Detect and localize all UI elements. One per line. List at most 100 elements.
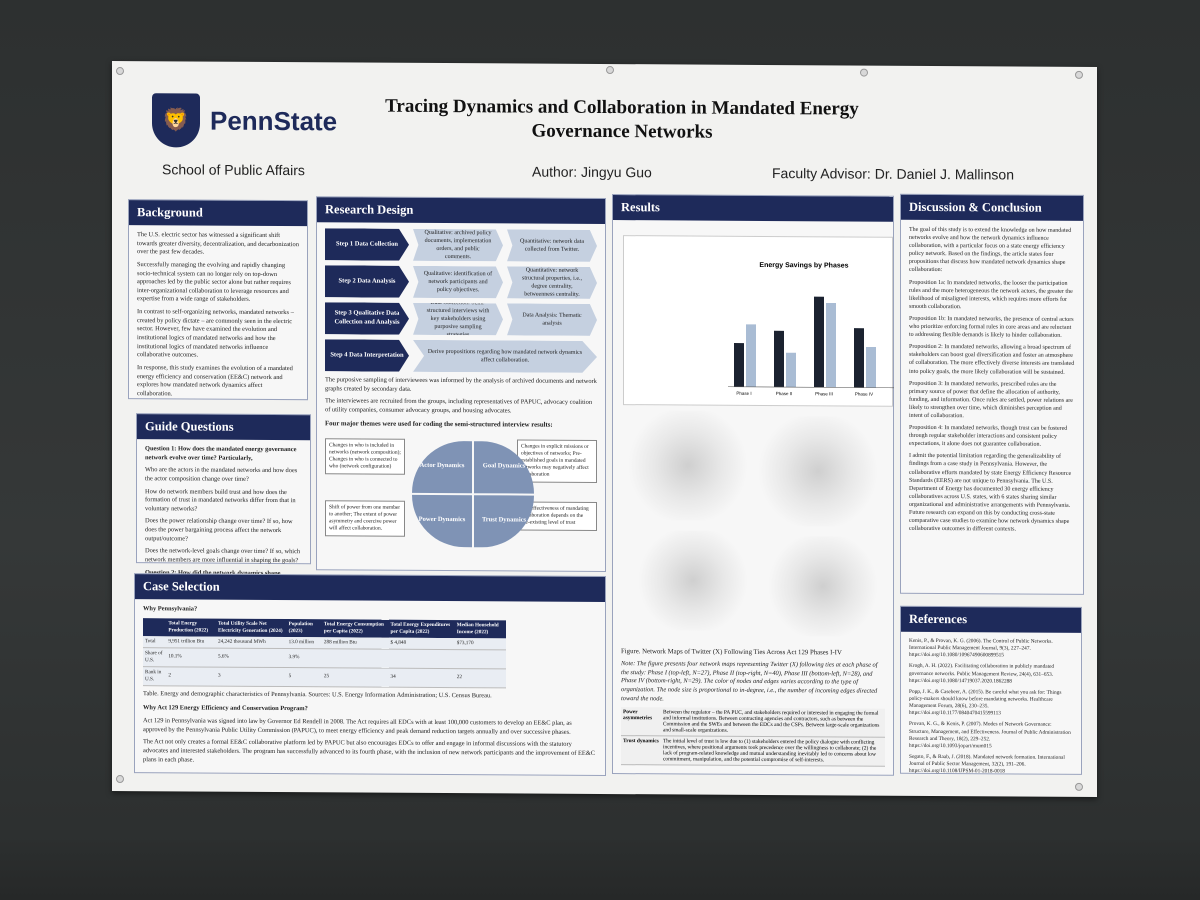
background-heading: Background [129, 200, 307, 227]
background-text: In contrast to self-organizing networks,… [137, 308, 294, 359]
network-map-phase-3 [633, 530, 753, 631]
step-interpretation: Derive propositions regarding how mandat… [413, 340, 597, 373]
research-poster: 🦁 PennState Tracing Dynamics and Collabo… [112, 60, 1097, 798]
design-note: The interviewees are recruited from the … [325, 397, 593, 415]
proposition: Proposition 1a: In mandated networks, th… [909, 279, 1073, 311]
poster-title: Tracing Dynamics and Collaboration in Ma… [385, 95, 859, 143]
proposition: Proposition 2: In mandated networks, all… [909, 344, 1075, 376]
case-text: The Act not only creates a formal EE&C c… [143, 738, 596, 764]
background-panel: Background The U.S. electric sector has … [128, 199, 308, 401]
table-cell [321, 648, 389, 668]
step-quantitative: Quantitative: network data collected fro… [507, 229, 597, 262]
power-desc: Shift of power from one member to anothe… [325, 500, 405, 537]
research-design-panel: Research Design Step 1 Data Collection Qu… [316, 196, 606, 573]
table-header: Population (2023) [286, 618, 322, 637]
discussion-text: The goal of this study is to extend the … [909, 226, 1072, 274]
push-pin [116, 775, 124, 784]
step-3: Step 3 Qualitative Data Collection and A… [325, 302, 597, 336]
table-cell: 34 [388, 667, 455, 688]
proposition: Proposition 3: In mandated networks, pre… [909, 380, 1073, 420]
chart-bar [826, 302, 836, 388]
why-act-129: Why Act 129 Energy Efficiency and Conser… [143, 704, 308, 713]
design-heading: Research Design [317, 197, 605, 225]
chart-axis [728, 386, 894, 389]
network-map-phase-2 [753, 415, 883, 527]
guide-bullet: Does the network-level goals change over… [145, 547, 301, 565]
table-cell: 3.9% [286, 648, 322, 668]
themes-diagram: Changes in who is included in networks (… [325, 434, 597, 556]
step-label: Step 4 Data Interpretation [325, 339, 409, 372]
guide-bullet: How do network members build trust and h… [145, 487, 296, 513]
proposition: Proposition 1b: In mandated networks, th… [909, 315, 1074, 339]
table-cell: $73,170 [454, 637, 507, 650]
figure-caption: Figure. Network Maps of Twitter (X) Foll… [621, 648, 842, 657]
chart-tick-label: Phase II [776, 391, 793, 396]
trust-dynamics: Trust Dynamics [474, 494, 534, 548]
reference-item: Krogh, A. H. (2022). Facilitating collab… [909, 663, 1055, 685]
push-pin [1075, 70, 1083, 79]
row-label: Power asymmetries [621, 707, 661, 736]
lion-shield-icon: 🦁 [152, 93, 200, 148]
chart-bar [866, 346, 876, 388]
pa-stats-table: Total Energy Production (2022) Total Util… [143, 617, 507, 688]
push-pin [606, 66, 614, 75]
chart-bar [746, 324, 756, 387]
table-header: Total Energy Expenditures per Capita (20… [388, 619, 455, 638]
step-qualitative: Qualitative: archived policy documents, … [413, 229, 503, 262]
table-row: Rank in U.S. 2 3 5 25 34 22 [143, 666, 507, 688]
chart-bar [734, 343, 744, 387]
brand-name: PennState [210, 105, 338, 136]
table-cell: 5 [286, 667, 322, 687]
faculty-advisor: Faculty Advisor: Dr. Daniel J. Mallinson [772, 165, 1014, 183]
step-qualitative: Qualitative: identification of network p… [413, 266, 503, 299]
table-cell: 5.6% [216, 647, 287, 668]
table-cell: Rank in U.S. [143, 666, 167, 686]
table-cell: 24,242 thousand MWh [216, 636, 287, 649]
energy-savings-chart: Energy Savings by Phases Phase I Phase II P… [623, 235, 894, 407]
table-cell: 9,951 trillion Btu [166, 635, 217, 648]
table-caption: Table. Energy and demographic characteri… [143, 689, 492, 700]
network-map-phase-4 [763, 535, 883, 637]
step-collection: Data Collection: Semi-structured intervi… [413, 303, 503, 336]
push-pin [860, 68, 868, 77]
table-header: Total Energy Consumption per Capita (202… [321, 618, 389, 638]
table-cell: 2 [166, 666, 217, 686]
row-label: Trust dynamics [621, 735, 661, 765]
table-cell [454, 649, 507, 669]
step-2: Step 2 Data Analysis Qualitative: identif… [325, 265, 597, 299]
author-name: Author: Jingyu Guo [532, 163, 652, 181]
table-cell [388, 648, 455, 669]
table-header: Total Utility Scale Net Electricity Gene… [216, 618, 287, 637]
chart-tick-label: Phase I [736, 391, 751, 396]
table-row: Share of U.S. 10.1% 5.6% 3.9% [143, 647, 507, 669]
themes-title: Four major themes were used for coding t… [325, 419, 553, 429]
reference-item: Popp, J. K., & Casebeer, A. (2015). Be c… [909, 688, 1062, 717]
design-note: The purposive sampling of interviewees w… [325, 376, 597, 393]
table-cell: $ 4,848 [388, 637, 455, 650]
guide-heading: Guide Questions [137, 414, 310, 441]
background-text: The U.S. electric sector has witnessed a… [137, 231, 299, 256]
guide-questions-panel: Guide Questions Question 1: How does the… [136, 413, 311, 585]
chart-bar [786, 352, 796, 388]
guide-bullet: Does the power relationship change over … [145, 517, 293, 543]
table-cell: 10.1% [166, 647, 217, 667]
step-quantitative: Quantitative: network structural propert… [507, 266, 597, 299]
row-text: The initial level of trust is low due to… [661, 735, 885, 767]
question-1: Question 1: How does the mandated energy… [145, 445, 297, 462]
chart-bar [774, 330, 784, 388]
table-cell: 13.0 million [286, 636, 322, 649]
case-heading: Case Selection [135, 574, 605, 603]
step-label: Step 3 Qualitative Data Collection and A… [325, 302, 409, 335]
table-cell: 3 [216, 666, 287, 687]
table-header [143, 617, 167, 636]
guide-bullet: Who are the actors in the mandated netwo… [145, 466, 298, 483]
reference-item: Kenis, P., & Provan, K. G. (2006). The C… [909, 637, 1053, 659]
case-text: Act 129 in Pennsylvania was signed into … [143, 717, 572, 736]
case-selection-panel: Case Selection Why Pennsylvania? Total E… [134, 573, 606, 777]
table-cell: 25 [321, 667, 389, 687]
references-heading: References [901, 606, 1081, 633]
chart-bar [814, 296, 824, 388]
table-header: Median Household Income (2022) [454, 619, 507, 639]
proposition: Proposition 4: In mandated networks, tho… [909, 424, 1068, 448]
references-panel: References Kenis, P., & Provan, K. G. (2… [900, 605, 1082, 775]
